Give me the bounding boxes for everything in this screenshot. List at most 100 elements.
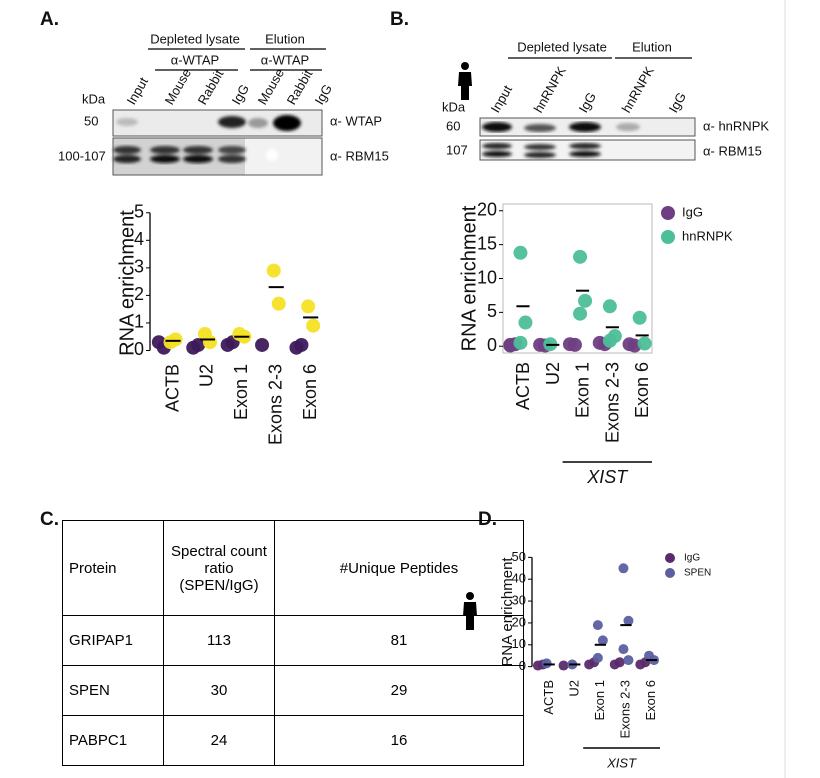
group-label: Depleted lysate	[517, 39, 607, 54]
data-point	[592, 620, 603, 631]
y-tick-label: 5	[487, 301, 497, 321]
legend-label: hnRNPK	[682, 228, 733, 243]
x-tick-label: Exon 6	[643, 680, 658, 720]
data-point	[602, 299, 617, 314]
data-point	[513, 335, 528, 350]
probe-label: α- hnRNPK	[703, 118, 769, 133]
group-label: XIST	[586, 467, 629, 487]
x-tick-label: Exon 1	[592, 680, 607, 720]
table-cell: SPEN	[62, 665, 164, 716]
data-point	[632, 310, 647, 325]
data-point	[301, 299, 316, 314]
x-tick-label: U2	[197, 364, 217, 387]
size-label: 107	[446, 142, 468, 157]
panel-label: A.	[40, 9, 59, 30]
x-tick-label: U2	[543, 362, 563, 385]
group-label: XIST	[606, 755, 637, 770]
kda-label: kDa	[82, 91, 106, 106]
probe-label: α- WTAP	[330, 113, 382, 128]
legend-marker	[661, 230, 675, 244]
x-tick-label: Exon 6	[300, 364, 320, 420]
data-point	[306, 318, 321, 333]
y-tick-label: 0	[134, 339, 144, 359]
table-cell: PABPC1	[62, 715, 164, 766]
lane-label: IgG	[229, 82, 252, 108]
x-tick-label: Exons 2-3	[265, 364, 285, 445]
legend-label: IgG	[682, 204, 703, 219]
table-cell: 16	[274, 715, 524, 766]
data-point	[623, 655, 634, 666]
table-cell: 29	[274, 665, 524, 716]
lane-label: IgG	[666, 90, 689, 116]
lane-label: IgG	[312, 82, 335, 108]
data-point	[567, 337, 582, 352]
lane-label: hnRNPK	[619, 64, 657, 116]
y-axis-label: RNA enrichment	[458, 205, 480, 351]
size-label: 100-107	[58, 148, 106, 163]
data-point	[618, 644, 629, 655]
lane-label: hnRNPK	[531, 64, 569, 116]
data-point	[637, 336, 652, 351]
panel-label: B.	[390, 9, 409, 30]
group-label: Elution	[632, 39, 672, 54]
data-point	[191, 337, 206, 352]
table-header: Protein	[62, 520, 164, 616]
data-point	[623, 615, 634, 626]
y-axis-label: RNA enrichment	[116, 210, 138, 356]
y-tick-label: 10	[477, 267, 497, 287]
data-point	[294, 337, 309, 352]
y-tick-label: 1	[134, 312, 144, 332]
panel-label: C.	[40, 509, 59, 530]
table-header: Spectral count ratio (SPEN/IgG)	[163, 520, 275, 616]
x-tick-label: ACTB	[162, 364, 182, 412]
antibody-label: α-WTAP	[171, 52, 219, 67]
lane-label: Rabbit	[195, 67, 227, 107]
protein-table: Protein Spectral count ratio (SPEN/IgG) …	[62, 520, 524, 766]
x-tick-label: ACTB	[541, 680, 556, 715]
x-tick-label: U2	[566, 680, 581, 697]
legend-label: IgG	[684, 553, 700, 564]
lane-label: Rabbit	[284, 67, 316, 107]
size-label: 50	[84, 113, 98, 128]
x-tick-label: ACTB	[513, 362, 533, 410]
legend-label: SPEN	[684, 568, 711, 579]
y-tick-label: 15	[477, 233, 497, 253]
y-tick-label: 5	[134, 202, 144, 222]
x-tick-label: Exon 6	[632, 362, 652, 418]
legend-marker	[661, 206, 675, 220]
x-tick-label: Exon 1	[573, 362, 593, 418]
data-point	[255, 337, 270, 352]
y-tick-label: 20	[477, 200, 497, 220]
lane-label: Input	[124, 74, 152, 107]
y-tick-label: 4	[134, 229, 144, 249]
data-point	[168, 332, 183, 347]
x-tick-label: Exons 2-3	[602, 362, 622, 443]
lane-label: Input	[488, 82, 516, 115]
legend-marker	[665, 553, 675, 563]
data-point	[597, 635, 608, 646]
data-point	[573, 249, 588, 264]
group-label: Depleted lysate	[150, 31, 240, 46]
kda-label: kDa	[442, 99, 466, 114]
lane-label: Mouse	[162, 66, 195, 107]
y-tick-label: 3	[134, 257, 144, 277]
group-label: Elution	[265, 31, 305, 46]
data-point	[614, 657, 625, 668]
data-point	[513, 245, 528, 260]
blot-b-image	[479, 117, 696, 161]
table-cell: 24	[163, 715, 275, 766]
size-label: 60	[446, 118, 460, 133]
x-tick-label: Exons 2-3	[618, 680, 633, 739]
data-point	[202, 335, 217, 350]
data-point	[271, 296, 286, 311]
data-point	[573, 306, 588, 321]
data-point	[558, 660, 569, 671]
plot-border	[502, 203, 653, 354]
data-point	[541, 658, 552, 669]
data-point	[618, 563, 629, 574]
data-point	[518, 315, 533, 330]
lane-label: IgG	[576, 90, 599, 116]
data-point	[602, 333, 617, 348]
blot-a-image	[112, 109, 323, 176]
